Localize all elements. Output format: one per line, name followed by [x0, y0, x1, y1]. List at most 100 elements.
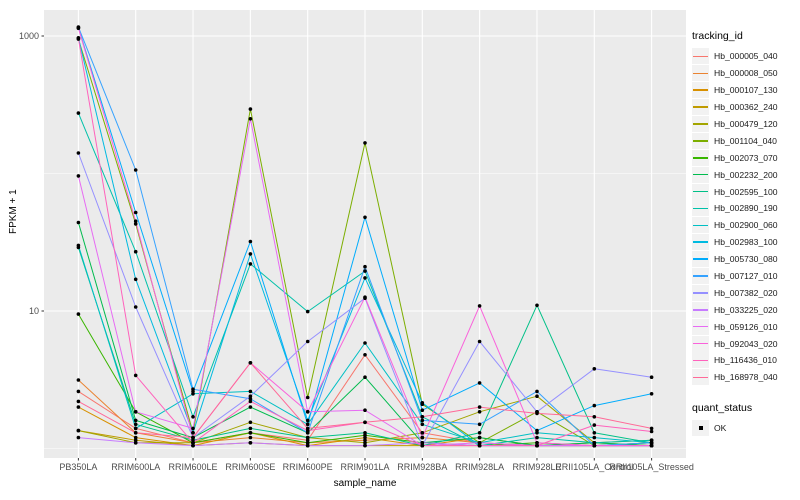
data-point [420, 422, 425, 427]
legend-item-label: Hb_168978_040 [714, 372, 778, 383]
data-point [477, 405, 482, 409]
data-point [592, 403, 597, 408]
legend-item-label: Hb_002595_100 [714, 186, 778, 197]
data-point [477, 435, 482, 440]
data-point [76, 151, 81, 155]
line-symbol-icon [693, 140, 708, 142]
legend-item-Hb_002900_060: Hb_002900_060 [692, 217, 800, 234]
line-symbol-icon [693, 292, 708, 294]
data-point [248, 399, 253, 404]
data-point [133, 418, 138, 423]
legend-key [692, 217, 709, 234]
legend-key [692, 268, 709, 285]
data-point [248, 426, 253, 431]
data-point [248, 397, 253, 401]
line-symbol-icon [693, 89, 708, 92]
data-point [305, 438, 310, 443]
legend-key [692, 318, 709, 335]
legend-item-label: Hb_092043_020 [714, 338, 778, 349]
data-point [649, 429, 654, 434]
y-tick-label: 10 [29, 306, 39, 316]
data-point [592, 415, 597, 419]
legend-item-Hb_059126_010: Hb_059126_010 [692, 318, 800, 335]
data-point [76, 435, 81, 440]
data-point [420, 401, 425, 405]
data-point [191, 431, 195, 435]
legend-item-Hb_000005_040: Hb_000005_040 [692, 48, 800, 65]
legend-key [692, 149, 709, 166]
data-point [420, 441, 425, 445]
legend-item-label: Hb_000005_040 [714, 51, 778, 62]
x-tick-label: RRIM928LA [455, 462, 504, 472]
data-point [649, 443, 654, 448]
x-axis-title: sample_name [333, 478, 397, 489]
legend-key [692, 420, 709, 437]
legend-item-Hb_000362_240: Hb_000362_240 [692, 99, 800, 116]
legend-item-Hb_007382_020: Hb_007382_020 [692, 284, 800, 301]
data-point [248, 361, 253, 365]
data-point [248, 435, 253, 440]
data-point [133, 249, 138, 254]
legend-key [692, 132, 709, 149]
legend-item-Hb_000479_120: Hb_000479_120 [692, 116, 800, 133]
data-point [133, 168, 138, 172]
data-point [649, 438, 654, 443]
x-tick-label: RRIM600SE [225, 462, 275, 472]
legend-key [692, 82, 709, 99]
data-point [191, 441, 195, 445]
legend-item-label: Hb_002983_100 [714, 237, 778, 248]
line-symbol-icon [693, 275, 708, 277]
data-point [133, 219, 138, 223]
data-point [535, 428, 539, 433]
x-tick-label: PB350LA [59, 462, 97, 472]
data-point [76, 111, 81, 115]
legend-item-Hb_033225_020: Hb_033225_020 [692, 301, 800, 318]
data-point [305, 309, 310, 314]
legend-item-label: Hb_000107_130 [714, 85, 778, 96]
data-point [420, 443, 425, 448]
legend-item-Hb_000008_050: Hb_000008_050 [692, 65, 800, 82]
data-point [535, 303, 539, 308]
data-point [76, 378, 81, 382]
data-point [420, 435, 425, 440]
data-point [248, 394, 253, 399]
legend-item-Hb_002890_190: Hb_002890_190 [692, 200, 800, 217]
data-point [535, 443, 539, 448]
data-point [363, 441, 367, 445]
data-point [133, 305, 138, 309]
legend-key [692, 284, 709, 301]
x-tick-label: RRII105LA_Stressed [609, 462, 694, 472]
legend-item-label: Hb_005730_080 [714, 254, 778, 265]
legend-item-Hb_116436_010: Hb_116436_010 [692, 352, 800, 369]
data-point [248, 239, 253, 244]
data-point [477, 304, 482, 308]
data-point [305, 418, 310, 423]
data-point [477, 410, 482, 414]
legend-key [692, 65, 709, 82]
legend-key [692, 369, 709, 386]
data-point [191, 443, 195, 448]
legend-item-label: Hb_000008_050 [714, 68, 778, 79]
data-point [248, 252, 253, 256]
line-symbol-icon [693, 123, 708, 125]
data-point [76, 399, 81, 404]
data-point [420, 418, 425, 423]
data-point [363, 269, 367, 273]
data-point [133, 373, 138, 378]
legend: tracking_id Hb_000005_040 Hb_000008_050 Hb… [692, 30, 800, 437]
legend-item-Hb_002232_200: Hb_002232_200 [692, 166, 800, 183]
legend-item-label: Hb_002073_070 [714, 152, 778, 163]
y-axis-title: FPKM + 1 [8, 189, 19, 234]
line-symbol-icon [693, 359, 708, 362]
data-point [191, 438, 195, 443]
legend-items: Hb_000005_040 Hb_000008_050 Hb_000107_130 H… [692, 48, 800, 386]
legend-item-label: Hb_000479_120 [714, 119, 778, 129]
data-point [305, 395, 310, 400]
data-point [363, 264, 367, 269]
legend-item-ok: OK [692, 420, 800, 437]
data-point [133, 431, 138, 435]
legend-item-Hb_092043_020: Hb_092043_020 [692, 335, 800, 352]
line-symbol-icon [693, 376, 708, 379]
data-point [535, 435, 539, 440]
